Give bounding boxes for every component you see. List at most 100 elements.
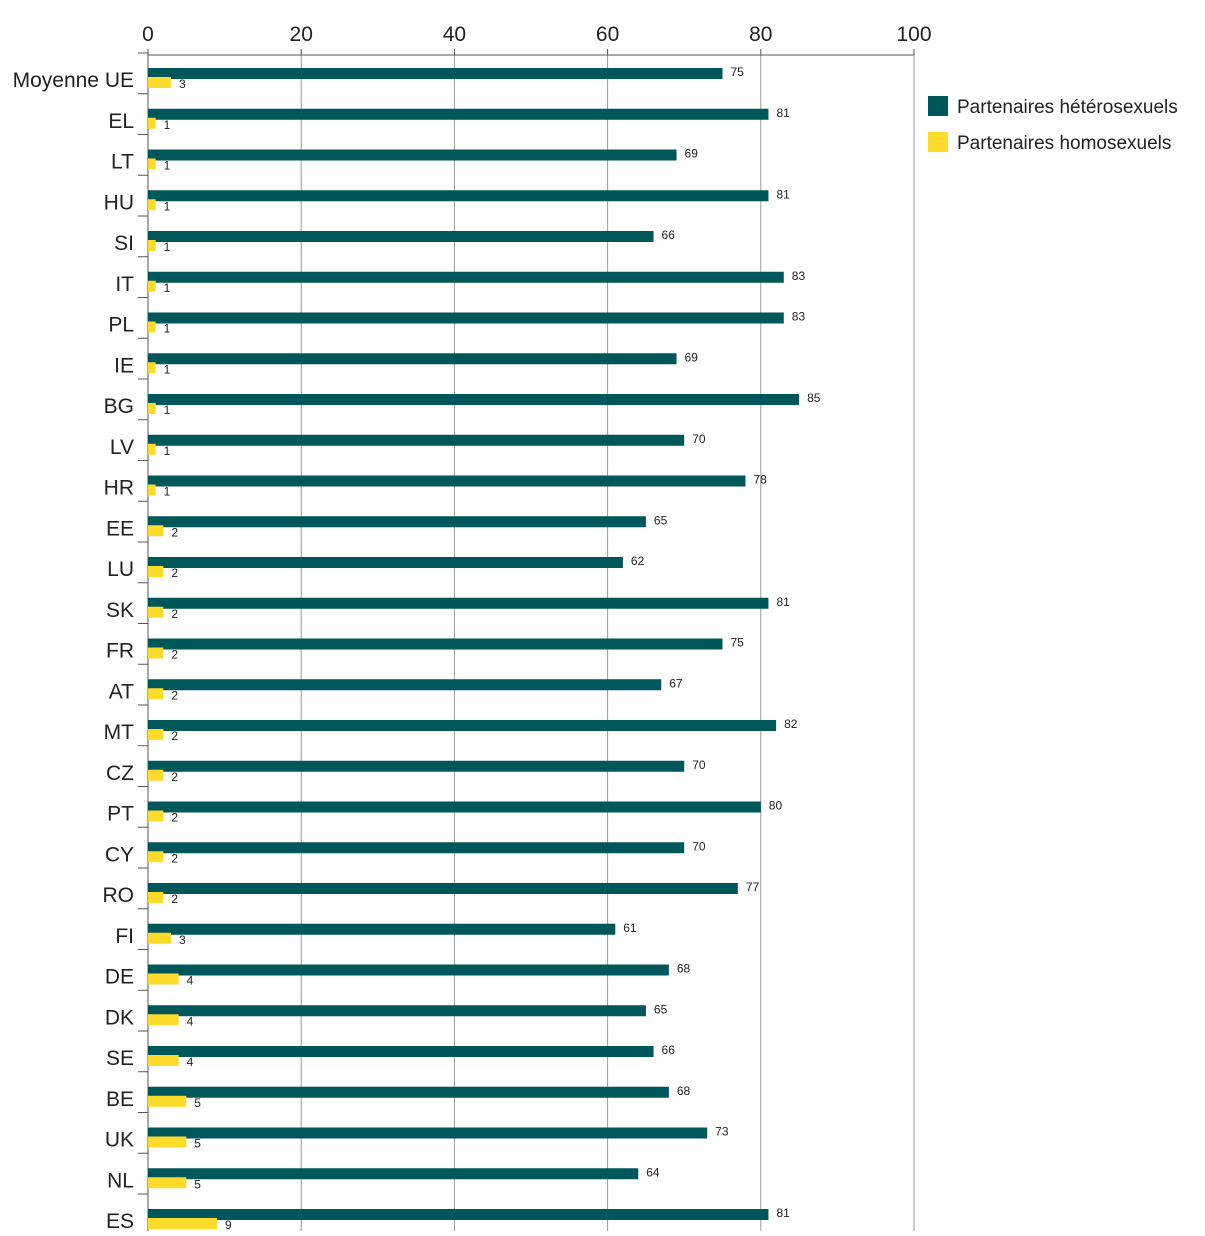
bar-homosexual (148, 810, 164, 822)
value-label-homosexual: 1 (164, 362, 171, 376)
value-label-homosexual: 1 (164, 444, 171, 458)
x-tick-label-80: 80 (749, 23, 772, 46)
bar-homosexual (148, 240, 156, 251)
value-label-heterosexual: 83 (792, 269, 806, 283)
legend-swatch-0 (928, 96, 948, 116)
bar-heterosexual (148, 231, 654, 242)
bar-homosexual (148, 973, 179, 985)
value-label-heterosexual: 75 (731, 65, 745, 79)
value-label-heterosexual: 75 (731, 636, 745, 650)
bar-homosexual (148, 321, 156, 333)
bar-homosexual (148, 688, 164, 700)
value-label-heterosexual: 68 (677, 962, 691, 976)
category-label: FI (115, 925, 134, 948)
bar-homosexual (148, 932, 171, 944)
value-label-heterosexual: 65 (654, 513, 668, 527)
bar-heterosexual (148, 394, 800, 405)
bar-heterosexual (148, 312, 784, 324)
legend: Partenaires hétérosexuels Partenaires hom… (928, 96, 1178, 154)
value-label-homosexual: 2 (171, 892, 178, 906)
category-label: DE (105, 966, 134, 989)
bar-heterosexual (148, 353, 677, 365)
category-label: BG (104, 395, 134, 418)
value-label-heterosexual: 69 (685, 147, 699, 161)
category-label: HR (104, 477, 134, 500)
bar-heterosexual (148, 516, 646, 528)
bar-homosexual (148, 77, 171, 88)
bar-heterosexual (148, 679, 662, 691)
bar-homosexual (148, 647, 164, 659)
value-label-homosexual: 4 (187, 1055, 194, 1069)
value-label-heterosexual: 77 (746, 880, 760, 894)
bar-heterosexual (148, 557, 623, 568)
value-label-homosexual: 1 (164, 240, 171, 254)
value-label-heterosexual: 70 (692, 839, 706, 853)
value-label-homosexual: 2 (171, 811, 178, 825)
value-label-homosexual: 2 (171, 729, 178, 743)
bar-heterosexual (148, 597, 769, 609)
bar-heterosexual (148, 1086, 669, 1098)
bar-homosexual (148, 606, 164, 618)
bar-heterosexual (148, 108, 769, 120)
value-label-homosexual: 2 (171, 770, 178, 784)
value-label-homosexual: 2 (171, 607, 178, 621)
value-label-heterosexual: 68 (677, 1084, 691, 1098)
category-label: PT (107, 803, 134, 826)
bar-heterosexual (148, 638, 723, 650)
bar-heterosexual (148, 1168, 639, 1180)
bar-heterosexual (148, 1127, 708, 1139)
category-label: EL (108, 110, 134, 133)
value-label-heterosexual: 70 (692, 432, 706, 446)
category-label: HU (104, 191, 134, 214)
bars (148, 68, 800, 1229)
value-label-homosexual: 5 (194, 1137, 201, 1151)
value-label-heterosexual: 67 (669, 676, 683, 690)
category-label: IE (114, 354, 134, 377)
value-label-heterosexual: 62 (631, 554, 645, 568)
value-label-heterosexual: 66 (662, 228, 676, 242)
value-label-homosexual: 1 (164, 281, 171, 295)
bar-heterosexual (148, 720, 777, 731)
bar-homosexual (148, 851, 164, 863)
bar-homosexual (148, 892, 164, 903)
x-tick-label-20: 20 (290, 23, 313, 46)
x-tick-label-100: 100 (896, 23, 931, 46)
value-label-heterosexual: 70 (692, 758, 706, 772)
category-label: AT (109, 680, 134, 703)
value-label-heterosexual: 81 (776, 595, 790, 609)
category-label: FR (106, 640, 134, 663)
value-label-heterosexual: 61 (623, 921, 637, 935)
bar-homosexual (148, 566, 164, 577)
value-label-heterosexual: 69 (685, 350, 699, 364)
bar-heterosexual (148, 434, 685, 446)
category-label: LU (107, 558, 134, 581)
bar-homosexual (148, 1055, 179, 1066)
bar-heterosexual (148, 923, 616, 935)
value-label-heterosexual: 81 (776, 1206, 790, 1220)
value-label-heterosexual: 83 (792, 310, 806, 324)
category-label: ES (106, 1210, 134, 1231)
category-label: EE (106, 517, 134, 540)
legend-swatch-1 (928, 132, 948, 152)
value-label-homosexual: 9 (225, 1218, 232, 1231)
bar-homosexual (148, 1095, 187, 1107)
value-label-homosexual: 1 (164, 485, 171, 499)
value-label-heterosexual: 65 (654, 1002, 668, 1016)
labels: Moyenne UE 75 3 EL 81 1 LT 69 1 HU 81 1 SI 66 1 IT 83 1 PL… (13, 65, 821, 1233)
bar-heterosexual (148, 964, 669, 976)
bar-heterosexual (148, 842, 685, 854)
legend-label-0: Partenaires hétérosexuels (957, 97, 1178, 118)
bar-heterosexual (148, 1005, 646, 1017)
value-label-homosexual: 1 (164, 322, 171, 336)
category-label: RO (103, 884, 135, 907)
bar-heterosexual (148, 1209, 769, 1220)
category-label: CZ (106, 762, 134, 785)
value-label-homosexual: 2 (171, 566, 178, 580)
bar-heterosexual (148, 149, 677, 161)
legend-label-1: Partenaires homosexuels (957, 133, 1171, 154)
bar-homosexual (148, 1218, 217, 1229)
bar-homosexual (148, 443, 156, 455)
bar-homosexual (148, 117, 156, 129)
